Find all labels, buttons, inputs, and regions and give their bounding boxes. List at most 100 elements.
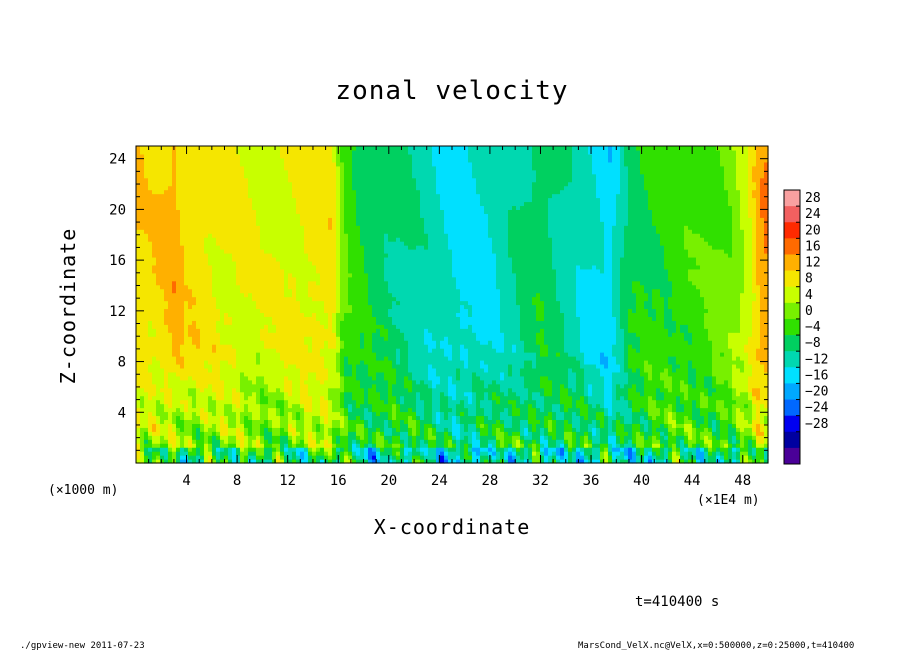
heatmap-cell [256, 245, 261, 250]
heatmap-cell [280, 399, 285, 405]
heatmap-cell [140, 403, 145, 409]
heatmap-cell [268, 197, 273, 203]
heatmap-cell [344, 379, 349, 385]
heatmap-cell [268, 221, 273, 226]
heatmap-cell [320, 312, 325, 317]
heatmap-cell [188, 312, 193, 317]
heatmap-cell [164, 284, 169, 290]
heatmap-cell [296, 197, 301, 203]
heatmap-cell [196, 241, 201, 246]
heatmap-cell [224, 245, 229, 250]
heatmap-cell [148, 284, 153, 290]
heatmap-cell [220, 213, 225, 218]
heatmap-cell [144, 169, 149, 175]
heatmap-cell [276, 213, 281, 218]
heatmap-cell [192, 233, 197, 238]
heatmap-cell [280, 348, 285, 353]
heatmap-cell [148, 340, 153, 345]
heatmap-cell [204, 407, 209, 413]
heatmap-cell [284, 276, 289, 282]
heatmap-cell [156, 344, 161, 349]
heatmap-cell [312, 344, 317, 349]
heatmap-cell [192, 264, 197, 270]
heatmap-cell [160, 300, 165, 306]
heatmap-cell [336, 443, 341, 448]
heatmap-cell [168, 217, 173, 222]
heatmap-cell [272, 451, 277, 456]
heatmap-cell [336, 411, 341, 417]
heatmap-cell [288, 320, 293, 325]
heatmap-cell [320, 300, 325, 306]
heatmap-cell [300, 431, 305, 436]
heatmap-cell [164, 229, 169, 234]
heatmap-cell [344, 165, 349, 171]
heatmap-cell [336, 249, 341, 254]
heatmap-cell [264, 304, 269, 310]
heatmap-cell [328, 181, 333, 187]
heatmap-cell [288, 272, 293, 278]
heatmap-cell [268, 308, 273, 314]
heatmap-cell [364, 300, 369, 306]
heatmap-cell [192, 312, 197, 317]
heatmap-cell [320, 324, 325, 329]
heatmap-cell [244, 324, 249, 329]
heatmap-cell [252, 249, 257, 254]
heatmap-cell [164, 237, 169, 242]
heatmap-cell [312, 197, 317, 203]
heatmap-cell [292, 356, 297, 361]
heatmap-cell [216, 201, 221, 207]
heatmap-cell [276, 276, 281, 282]
heatmap-cell [356, 256, 361, 262]
heatmap-cell [300, 308, 305, 314]
heatmap-cell [324, 245, 329, 250]
heatmap-cell [244, 340, 249, 345]
heatmap-cell [316, 316, 321, 321]
heatmap-cell [320, 280, 325, 286]
heatmap-cell [308, 431, 313, 436]
heatmap-cell [152, 359, 157, 365]
heatmap-cell [208, 336, 213, 341]
heatmap-cell [156, 249, 161, 254]
heatmap-cell [276, 225, 281, 230]
heatmap-cell [136, 459, 141, 464]
heatmap-cell [288, 252, 293, 258]
heatmap-cell [252, 324, 257, 329]
heatmap-cell [344, 272, 349, 278]
heatmap-cell [268, 237, 273, 242]
heatmap-cell [260, 379, 265, 385]
heatmap-cell [380, 245, 385, 250]
heatmap-cell [324, 383, 329, 389]
heatmap-cell [272, 359, 277, 365]
heatmap-cell [380, 177, 385, 183]
heatmap-cell [300, 336, 305, 341]
heatmap-cell [172, 391, 177, 397]
heatmap-cell [216, 280, 221, 286]
heatmap-cell [348, 308, 353, 314]
heatmap-cell [264, 455, 269, 460]
heatmap-cell [320, 284, 325, 290]
heatmap-cell [204, 312, 209, 317]
heatmap-cell [144, 149, 149, 155]
heatmap-cell [360, 415, 365, 421]
heatmap-cell [168, 435, 173, 440]
heatmap-cell [260, 455, 265, 460]
heatmap-cell [292, 316, 297, 321]
heatmap-cell [176, 320, 181, 325]
heatmap-cell [368, 455, 373, 460]
heatmap-cell [172, 356, 177, 361]
heatmap-cell [240, 328, 245, 333]
heatmap-cell [268, 245, 273, 250]
heatmap-cell [324, 340, 329, 345]
heatmap-cell [244, 193, 249, 199]
heatmap-cell [312, 146, 317, 151]
heatmap-cell [136, 391, 141, 397]
heatmap-cell [236, 332, 241, 337]
heatmap-cell [356, 391, 361, 397]
heatmap-cell [140, 336, 145, 341]
heatmap-cell [376, 241, 381, 246]
heatmap-cell [168, 193, 173, 199]
heatmap-cell [164, 443, 169, 448]
heatmap-cell [216, 205, 221, 210]
heatmap-cell [316, 177, 321, 183]
heatmap-cell [136, 383, 141, 389]
